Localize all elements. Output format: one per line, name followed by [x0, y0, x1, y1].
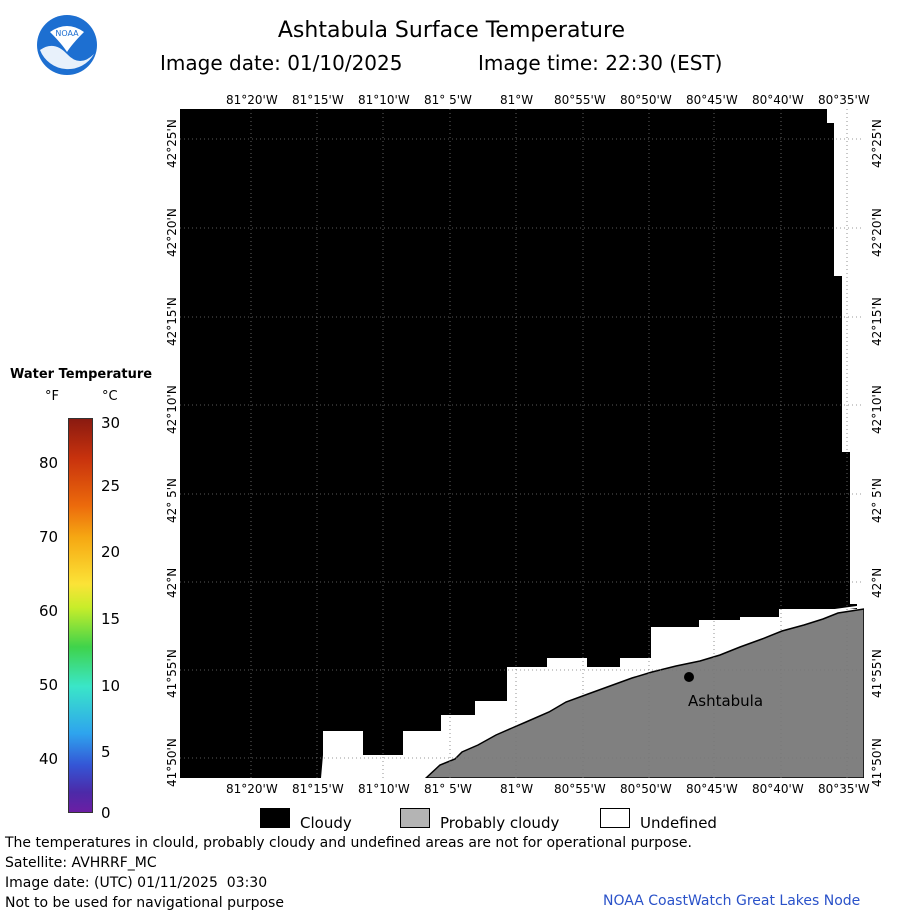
- lon-label-bottom: 81° 5'W: [424, 782, 472, 796]
- lat-label-left: 41°55'N: [165, 649, 179, 698]
- fahrenheit-tick: 80: [39, 454, 59, 472]
- probably-cloudy-swatch: [400, 808, 430, 828]
- lat-label-left: 42°10'N: [165, 385, 179, 434]
- celsius-tick: 10: [101, 677, 121, 695]
- lat-label-left: 42°25'N: [165, 119, 179, 168]
- disclaimer: The temperatures in clould, probably clo…: [5, 835, 692, 851]
- cloudy-label: Cloudy: [300, 814, 352, 832]
- nav-warning: Not to be used for navigational purpose: [5, 895, 284, 911]
- noaa-logo-text: NOAA: [55, 29, 79, 38]
- lon-label-top: 80°50'W: [620, 93, 672, 107]
- shoreline: [421, 605, 864, 778]
- lon-label-bottom: 80°40'W: [752, 782, 804, 796]
- undefined-label: Undefined: [640, 814, 717, 832]
- cloudy-area: [180, 109, 857, 778]
- noaa-logo-icon: NOAA: [37, 15, 97, 75]
- fahrenheit-tick: 60: [39, 602, 59, 620]
- map-image: [180, 109, 864, 778]
- ashtabula-marker: [684, 672, 694, 682]
- lon-label-bottom: 80°35'W: [818, 782, 870, 796]
- lon-label-bottom: 80°45'W: [686, 782, 738, 796]
- city-label: Ashtabula: [688, 692, 764, 710]
- probably-cloudy-area: [424, 608, 864, 778]
- cloudy-swatch: [260, 808, 290, 828]
- lat-label-left: 42° 5'N: [165, 478, 179, 523]
- lon-label-top: 80°45'W: [686, 93, 738, 107]
- lon-label-bottom: 81°15'W: [292, 782, 344, 796]
- image-date: Image date: 01/10/2025: [160, 51, 403, 75]
- lon-label-bottom: 81°W: [500, 782, 534, 796]
- color-bar: [68, 418, 93, 813]
- undefined-swatch: [600, 808, 630, 828]
- celsius-tick: 30: [101, 414, 121, 432]
- lon-label-top: 81°W: [500, 93, 534, 107]
- legend-unit-c: °C: [102, 389, 118, 404]
- lon-label-bottom: 81°20'W: [226, 782, 278, 796]
- lat-label-right: 42°10'N: [870, 385, 884, 434]
- lon-label-top: 80°55'W: [554, 93, 606, 107]
- image-time: Image time: 22:30 (EST): [478, 51, 723, 75]
- lon-label-top: 81°10'W: [358, 93, 410, 107]
- lon-label-bottom: 80°50'W: [620, 782, 672, 796]
- lon-label-bottom: 81°10'W: [358, 782, 410, 796]
- utc-date: Image date: (UTC) 01/11/2025 03:30: [5, 875, 268, 891]
- lon-label-top: 80°40'W: [752, 93, 804, 107]
- legend-title: Water Temperature: [10, 367, 153, 382]
- celsius-tick: 15: [101, 610, 121, 628]
- lat-label-right: 42° 5'N: [870, 478, 884, 523]
- lat-label-right: 42°N: [870, 567, 884, 598]
- satellite-info: Satellite: AVHRRF_MC: [5, 855, 157, 871]
- lat-label-right: 42°20'N: [870, 208, 884, 257]
- probably-cloudy-label: Probably cloudy: [440, 814, 560, 832]
- legend-unit-f: °F: [45, 389, 59, 404]
- fahrenheit-tick: 40: [39, 750, 59, 768]
- lat-label-right: 42°15'N: [870, 297, 884, 346]
- fahrenheit-tick: 50: [39, 676, 59, 694]
- celsius-tick: 20: [101, 543, 121, 561]
- lon-label-top: 81°15'W: [292, 93, 344, 107]
- celsius-tick: 25: [101, 477, 121, 495]
- fahrenheit-tick: 70: [39, 528, 59, 546]
- lat-label-left: 42°15'N: [165, 297, 179, 346]
- celsius-tick: 0: [101, 804, 111, 822]
- map-title: Ashtabula Surface Temperature: [277, 18, 626, 43]
- lon-label-top: 80°35'W: [818, 93, 870, 107]
- lat-label-left: 42°N: [165, 567, 179, 598]
- lat-label-right: 41°50'N: [870, 738, 884, 787]
- lon-label-top: 81°20'W: [226, 93, 278, 107]
- lat-label-left: 42°20'N: [165, 208, 179, 257]
- lon-label-bottom: 80°55'W: [554, 782, 606, 796]
- lon-label-top: 81° 5'W: [424, 93, 472, 107]
- lat-label-left: 41°50'N: [165, 738, 179, 787]
- lat-label-right: 41°55'N: [870, 649, 884, 698]
- credit-text: NOAA CoastWatch Great Lakes Node: [603, 893, 861, 909]
- celsius-tick: 5: [101, 743, 111, 761]
- lat-label-right: 42°25'N: [870, 119, 884, 168]
